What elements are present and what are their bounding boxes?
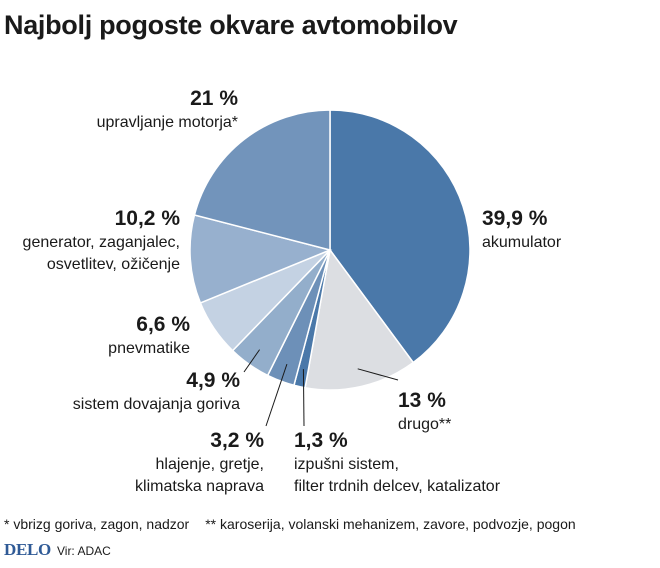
source-text: Vir: ADAC <box>56 544 111 558</box>
footnotes: * vbrizg goriva, zagon, nadzor ** karoser… <box>4 516 576 532</box>
delo-logo: DELO <box>4 540 51 559</box>
slice-name: pnevmatike <box>108 340 190 357</box>
slice-value: 13 % <box>398 389 446 412</box>
slice-name: hlajenje, gretje, <box>155 456 264 473</box>
slice-name: upravljanje motorja* <box>96 114 238 131</box>
leader-line-hlajenje <box>265 363 288 427</box>
leader-line-drugo <box>357 368 399 381</box>
slice-name: filter trdnih delcev, katalizator <box>294 478 501 495</box>
slice-name: osvetlitev, ožičenje <box>46 256 180 273</box>
slice-value: 3,2 % <box>210 429 264 452</box>
pie-slice-drugo <box>304 248 415 391</box>
slice-value: 4,9 % <box>186 369 240 392</box>
slice-name: akumulator <box>482 234 562 251</box>
label-hlajenje: 3,2 % hlajenje, gretje, klimatska naprav… <box>135 428 264 498</box>
slice-name: generator, zaganjalec, <box>22 234 180 251</box>
label-akumulator: 39,9 % akumulator <box>482 206 561 254</box>
label-generator: 10,2 % generator, zaganjalec, osvetlitev… <box>23 206 180 276</box>
label-izpusni: 1,3 % izpušni sistem, filter trdnih delc… <box>294 428 500 498</box>
slice-value: 1,3 % <box>294 429 348 452</box>
leader-line-gorivo <box>243 349 261 373</box>
pie-slice-generator <box>189 214 333 304</box>
label-drugo: 13 % drugo** <box>398 388 451 436</box>
footnote-double-star: ** karoserija, volanski mehanizem, zavor… <box>205 516 576 532</box>
slice-value: 21 % <box>190 87 238 110</box>
label-gorivo: 4,9 % sistem dovajanja goriva <box>73 368 240 416</box>
leader-line-izpusni <box>302 369 305 427</box>
slice-value: 6,6 % <box>136 313 190 336</box>
slice-value: 10,2 % <box>114 207 180 230</box>
slice-name: drugo** <box>398 416 452 433</box>
footnote-single-star: * vbrizg goriva, zagon, nadzor <box>4 516 190 532</box>
pie-slice-akumulator <box>329 109 471 364</box>
slice-value: 39,9 % <box>482 207 548 230</box>
label-pnevmatike: 6,6 % pnevmatike <box>108 312 190 360</box>
source-line: DELO Vir: ADAC <box>4 540 111 560</box>
chart-title: Najbolj pogoste okvare avtomobilov <box>4 10 458 40</box>
label-motor: 21 % upravljanje motorja* <box>97 86 238 134</box>
slice-name: klimatska naprava <box>135 478 264 495</box>
slice-name: izpušni sistem, <box>294 456 399 473</box>
slice-name: sistem dovajanja goriva <box>72 396 240 413</box>
pie-slice-motor <box>193 109 331 251</box>
